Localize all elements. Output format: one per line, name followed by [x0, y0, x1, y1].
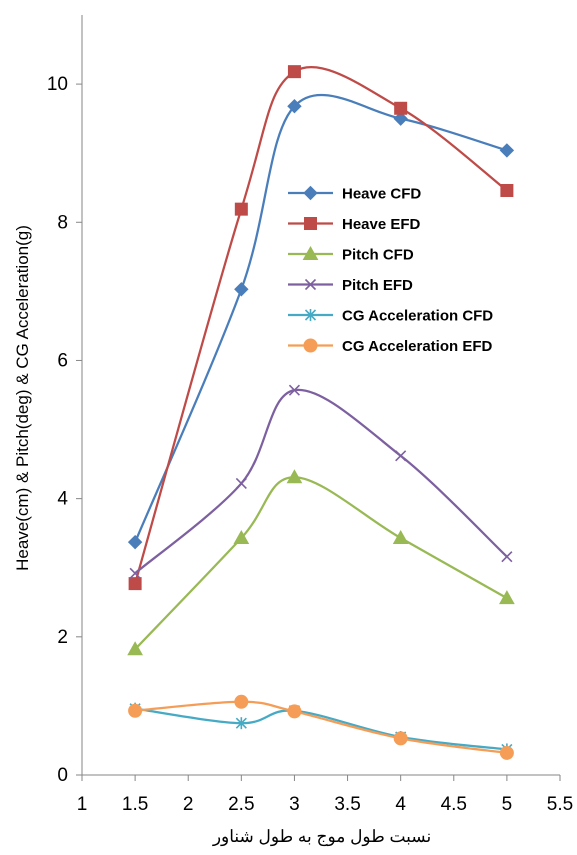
legend-marker: [303, 185, 318, 201]
x-tick-label: 2.5: [228, 794, 254, 815]
legend-item-pitch-efd: Pitch EFD: [288, 277, 413, 294]
y-tick-label: 2: [57, 627, 68, 648]
x-tick-label: 3: [289, 794, 300, 815]
data-point-cg-acceleration-efd: [234, 694, 249, 709]
data-point-heave-cfd: [393, 111, 408, 126]
x-tick-label: 5.5: [547, 794, 573, 815]
legend-label: CG Acceleration CFD: [342, 308, 493, 325]
y-tick-label: 0: [57, 765, 68, 786]
data-point-heave-efd: [394, 101, 408, 115]
x-tick-label: 1.5: [122, 794, 148, 815]
data-point-pitch-cfd: [286, 469, 303, 484]
y-tick-label: 8: [57, 212, 68, 233]
series-line-heave-efd: [134, 66, 508, 584]
series-line-pitch-efd: [134, 388, 508, 575]
data-point-pitch-efd: [235, 477, 247, 490]
data-point-heave-efd: [500, 183, 514, 197]
x-tick-label: 1: [77, 794, 88, 815]
series-line-cg-acceleration-cfd: [134, 707, 508, 751]
data-point-cg-acceleration-efd: [499, 745, 514, 760]
x-axis-title: نسبت طول موج به طول شناور: [212, 827, 431, 847]
legend-marker: [303, 338, 318, 353]
legend-label: Pitch CFD: [342, 247, 414, 264]
series-heave-cfd: [127, 93, 515, 550]
legend-item-heave-cfd: Heave CFD: [288, 186, 421, 203]
data-point-pitch-efd: [501, 551, 513, 563]
legend-label: Heave CFD: [342, 186, 421, 203]
data-point-heave-efd: [287, 65, 301, 79]
data-point-pitch-efd: [288, 384, 301, 396]
axes-layer: 0 2 4 6 8 10 1 1.5 2 2.5 3 3.5 4 4.5 5 5.5: [47, 15, 573, 815]
series-cg-acceleration-efd: [128, 694, 514, 760]
data-point-pitch-cfd: [392, 529, 409, 545]
series-line-heave-cfd: [134, 93, 508, 543]
data-point-pitch-cfd: [127, 641, 143, 656]
series-pitch-efd: [129, 384, 513, 579]
data-point-heave-efd: [128, 577, 142, 591]
x-tick-label: 3.5: [334, 794, 360, 815]
data-point-heave-cfd: [234, 282, 249, 297]
series-pitch-cfd: [127, 469, 515, 656]
data-point-cg-acceleration-efd: [393, 731, 408, 746]
data-point-cg-acceleration-efd: [128, 703, 143, 718]
series-layer: [127, 65, 515, 760]
data-point-pitch-efd: [395, 450, 407, 462]
x-tick-label: 4.5: [441, 794, 467, 815]
data-point-heave-cfd: [127, 534, 143, 550]
data-point-pitch-cfd: [499, 590, 515, 605]
legend-item-cg-acceleration-cfd: CG Acceleration CFD: [288, 308, 493, 325]
legend-marker: [304, 217, 317, 230]
legend: Heave CFD Heave EFD Pitch CFD Pitch EFD CG A…: [288, 186, 493, 355]
data-point-cg-acceleration-efd: [287, 704, 302, 719]
legend-label: Pitch EFD: [342, 277, 413, 294]
legend-item-heave-efd: Heave EFD: [288, 216, 421, 233]
series-line-pitch-cfd: [134, 476, 508, 651]
data-point-pitch-cfd: [233, 529, 250, 545]
y-tick-label: 6: [57, 350, 68, 371]
data-point-heave-cfd: [499, 143, 515, 158]
y-axis-title: Heave(cm) & Pitch(deg) & CG Acceleration…: [13, 225, 32, 571]
y-tick-label: 10: [47, 74, 68, 95]
series-heave-efd: [128, 65, 514, 591]
y-tick-label: 4: [57, 489, 68, 510]
x-tick-label: 2: [183, 794, 194, 815]
legend-item-pitch-cfd: Pitch CFD: [288, 245, 414, 264]
data-point-cg-acceleration-cfd: [235, 717, 247, 730]
data-point-heave-efd: [234, 202, 248, 216]
legend-marker: [304, 278, 317, 291]
data-point-heave-cfd: [287, 98, 302, 114]
x-tick-label: 4: [395, 794, 406, 815]
legend-marker: [304, 309, 317, 321]
data-point-pitch-efd: [129, 567, 141, 579]
legend-marker: [302, 245, 319, 260]
legend-label: CG Acceleration EFD: [342, 338, 492, 355]
series-line-cg-acceleration-efd: [135, 700, 508, 755]
legend-item-cg-acceleration-efd: CG Acceleration EFD: [288, 338, 492, 355]
x-tick-label: 5: [502, 794, 513, 815]
legend-label: Heave EFD: [342, 216, 421, 233]
